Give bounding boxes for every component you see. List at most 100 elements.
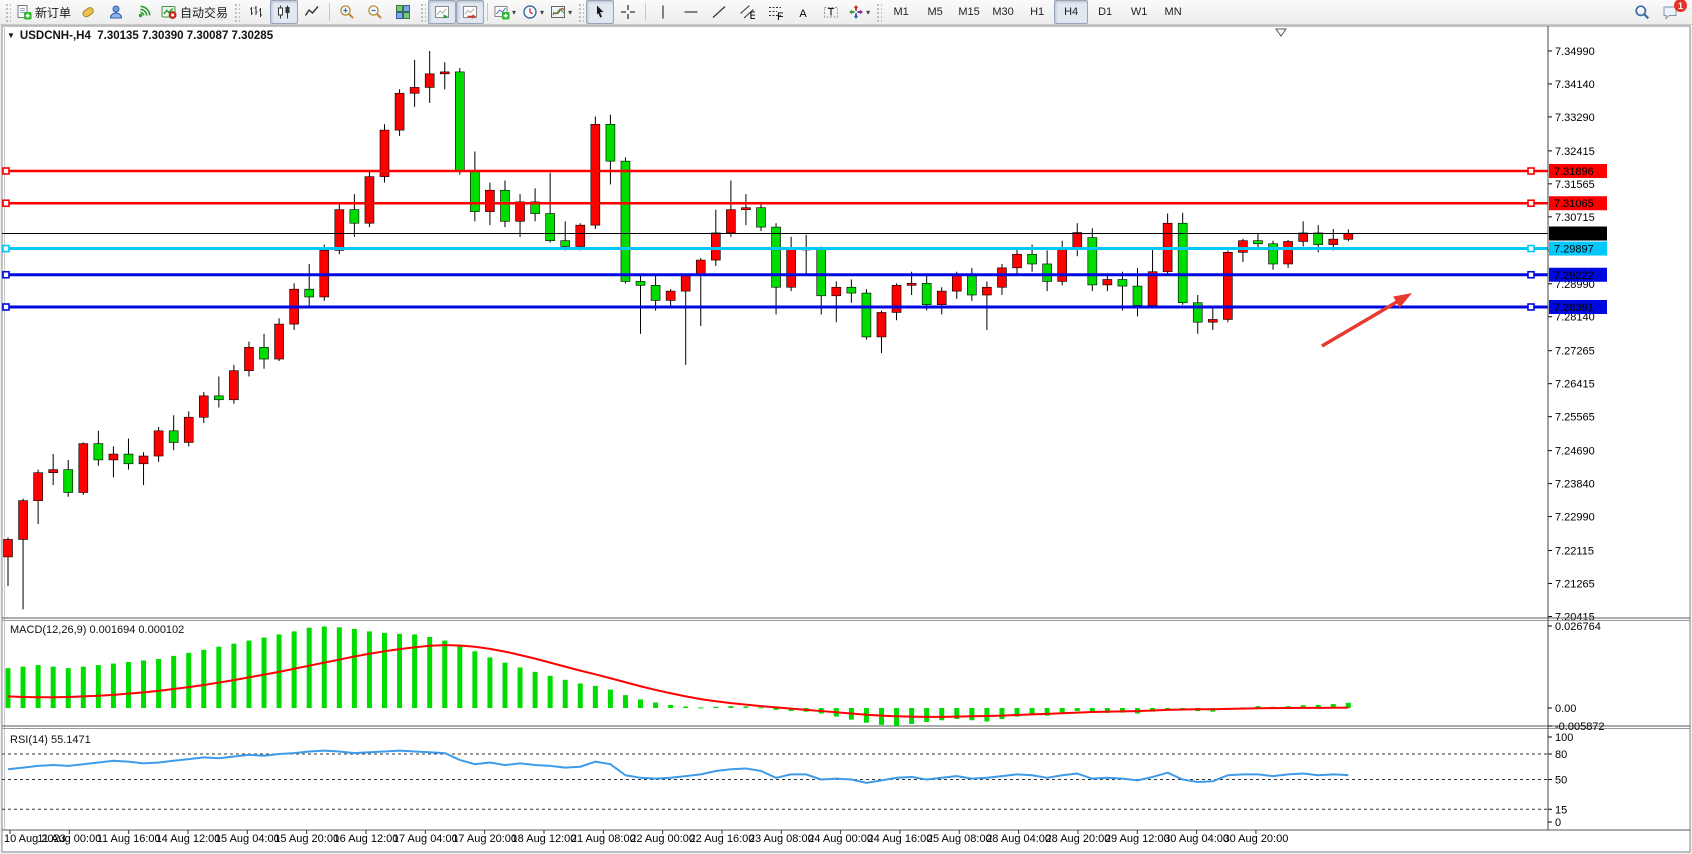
- timeframe-d1-button[interactable]: D1: [1088, 0, 1122, 24]
- toolbar-grip: [419, 2, 427, 22]
- zoom-out-icon: [368, 5, 382, 19]
- one-click-trading-collapse-icon[interactable]: ▼: [7, 31, 15, 40]
- pivot-line-cyan[interactable]: 7.29897: [2, 241, 1607, 256]
- timeframe-h4-button[interactable]: H4: [1054, 0, 1089, 24]
- time-axis-label: 22 Aug 00:00: [630, 833, 696, 845]
- svg-text:7.31565: 7.31565: [1555, 179, 1595, 191]
- crosshair-button[interactable]: [614, 0, 642, 24]
- search-icon: [1635, 5, 1650, 20]
- timeframe-m30-button[interactable]: M30: [986, 0, 1020, 24]
- indicators-button[interactable]: ▾: [491, 0, 519, 24]
- tiles-icon: [396, 5, 411, 19]
- price-tag: [1549, 226, 1607, 241]
- svg-text:7.23840: 7.23840: [1555, 479, 1595, 491]
- arrows-button[interactable]: ▾: [845, 0, 873, 24]
- resistance-line-upper[interactable]: 7.31896: [2, 164, 1607, 178]
- chevron-down-icon: ▾: [540, 7, 545, 17]
- hline-icon: [684, 11, 698, 13]
- time-axis-label: 29 Aug 12:00: [1104, 833, 1170, 845]
- new-order-icon: [17, 5, 32, 20]
- time-axis-label: 24 Aug 00:00: [808, 833, 874, 845]
- svg-text:7.26415: 7.26415: [1555, 379, 1595, 391]
- equidistant-channel-button[interactable]: E: [733, 0, 761, 24]
- zoom-in-button[interactable]: [333, 0, 361, 24]
- svg-text:7.21265: 7.21265: [1555, 578, 1595, 590]
- vertical-line-button[interactable]: [649, 0, 677, 24]
- price-tag: [1549, 196, 1607, 211]
- chart-title: ▼ USDCNH-,H4 7.30135 7.30390 7.30087 7.30…: [7, 30, 273, 42]
- svg-text:7.34990: 7.34990: [1555, 46, 1595, 58]
- cursor-button[interactable]: [586, 0, 615, 24]
- horizontal-line-button[interactable]: [677, 0, 705, 24]
- toolbar-separator: [645, 3, 647, 21]
- fibonacci-button[interactable]: F: [761, 0, 789, 24]
- timeframe-h1-button[interactable]: H1: [1020, 0, 1054, 24]
- support-line-upper[interactable]: 7.29222: [2, 267, 1607, 282]
- zoom-in-icon: [340, 5, 354, 19]
- signals-button[interactable]: [130, 0, 158, 24]
- text-button[interactable]: A: [789, 0, 817, 24]
- bar-chart-button[interactable]: [242, 0, 270, 24]
- line-handle: [1527, 270, 1535, 279]
- periods-button[interactable]: ▾: [519, 0, 547, 24]
- timeframe-m1-button[interactable]: M1: [884, 0, 918, 24]
- time-axis-label: 22 Aug 16:00: [689, 833, 755, 845]
- svg-text:A: A: [799, 8, 807, 20]
- timeframe-w1-button[interactable]: W1: [1122, 0, 1156, 24]
- trend-arrow-object[interactable]: [1321, 293, 1412, 348]
- line-handle: [2, 199, 10, 208]
- support-line-lower[interactable]: 7.28391: [2, 299, 1607, 314]
- time-axis-label: 30 Aug 04:00: [1164, 833, 1230, 845]
- notification-badge: 1: [1674, 0, 1687, 12]
- auto-scroll-button[interactable]: [428, 0, 457, 24]
- crosshair-icon: [621, 5, 636, 19]
- svg-text:7.29897: 7.29897: [1554, 244, 1594, 256]
- bars-icon: [250, 6, 263, 17]
- svg-text:T: T: [828, 7, 835, 19]
- zoom-out-button[interactable]: [361, 0, 389, 24]
- cursor-icon: [597, 5, 604, 18]
- text-label-button[interactable]: T: [817, 0, 845, 24]
- time-axis-label: 30 Aug 20:00: [1223, 833, 1289, 845]
- price-tag: [1549, 164, 1607, 178]
- time-axis[interactable]: 10 Aug 2023 11 Aug 00:00 11 Aug 16:00 14 Au…: [0, 833, 1548, 849]
- svg-text:7.22115: 7.22115: [1555, 546, 1594, 558]
- line-handle: [2, 244, 10, 253]
- resistance-line-lower[interactable]: 7.31065: [2, 196, 1607, 211]
- trendline-button[interactable]: [705, 0, 733, 24]
- time-axis-label: 17 Aug 04:00: [392, 833, 458, 845]
- layouts-button[interactable]: [74, 0, 102, 24]
- templates-button[interactable]: ▾: [547, 0, 575, 24]
- svg-text:7.24690: 7.24690: [1555, 446, 1595, 458]
- search-button[interactable]: [1628, 0, 1656, 24]
- svg-text:7.28140: 7.28140: [1555, 312, 1595, 324]
- svg-text:7.32415: 7.32415: [1555, 146, 1595, 158]
- toolbar-grip: [577, 2, 585, 22]
- timeframe-mn-button[interactable]: MN: [1156, 0, 1190, 24]
- community-button[interactable]: [102, 0, 130, 24]
- svg-text:50: 50: [1555, 775, 1567, 787]
- autotrading-button[interactable]: 自动交易: [158, 0, 231, 24]
- line-chart-button[interactable]: [298, 0, 326, 24]
- time-axis-label: 14 Aug 12:00: [155, 833, 221, 845]
- timeframe-m15-button[interactable]: M15: [952, 0, 986, 24]
- time-axis-label: 18 Aug 12:00: [511, 833, 577, 845]
- svg-text:0.026764: 0.026764: [1555, 621, 1601, 633]
- svg-text:0.00: 0.00: [1555, 703, 1576, 715]
- rsi-label: RSI(14) 55.1471: [10, 734, 91, 746]
- new-order-button[interactable]: 新订单: [13, 0, 74, 24]
- time-axis-label: 16 Aug 12:00: [333, 833, 399, 845]
- linechart-icon: [304, 6, 319, 16]
- time-axis-label: 17 Aug 20:00: [452, 833, 518, 845]
- notifications-button[interactable]: 1: [1656, 0, 1687, 24]
- tile-windows-button[interactable]: [389, 0, 417, 24]
- chevron-down-icon: ▾: [512, 7, 517, 17]
- candlestick-chart-button[interactable]: [270, 0, 299, 24]
- time-axis-label: 11 Aug 16:00: [96, 833, 161, 845]
- chart-shift-button[interactable]: [456, 0, 485, 24]
- time-axis-label: 28 Aug 20:00: [1045, 833, 1111, 845]
- svg-text:80: 80: [1555, 749, 1567, 761]
- textA-icon: A: [799, 8, 807, 20]
- timeframe-m5-button[interactable]: M5: [918, 0, 952, 24]
